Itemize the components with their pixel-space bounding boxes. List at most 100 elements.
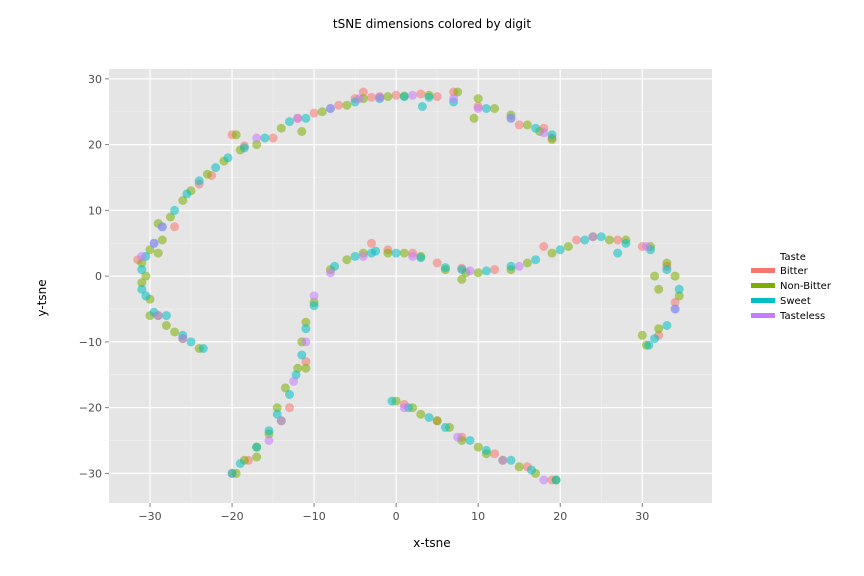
x-tick-label: 30 xyxy=(635,510,649,523)
point-non-bitter xyxy=(522,120,532,130)
point-tasteless xyxy=(264,436,274,445)
point-non-bitter xyxy=(547,248,557,258)
point-non-bitter xyxy=(252,140,262,150)
point-non-bitter xyxy=(432,416,442,426)
point-tasteless xyxy=(293,113,303,123)
point-bitter xyxy=(416,89,426,99)
point-non-bitter xyxy=(674,291,684,301)
point-tasteless xyxy=(670,304,680,314)
point-sweet xyxy=(301,113,311,123)
point-sweet xyxy=(252,442,262,452)
point-sweet xyxy=(551,475,561,485)
point-bitter xyxy=(391,90,401,100)
legend-label-sweet: Sweet xyxy=(780,296,811,307)
point-sweet xyxy=(260,133,270,143)
legend-key-bitter xyxy=(751,268,775,273)
point-non-bitter xyxy=(469,113,479,123)
y-tick-label: 10 xyxy=(88,204,102,217)
point-non-bitter xyxy=(231,130,241,140)
point-sweet xyxy=(141,291,151,301)
x-axis-ticks: −30 −20 −10 0 10 20 30 xyxy=(138,503,649,523)
point-non-bitter xyxy=(317,107,327,117)
point-bitter xyxy=(358,87,368,97)
point-sweet xyxy=(481,445,491,455)
point-tasteless xyxy=(514,261,524,271)
point-sweet xyxy=(194,176,204,186)
point-sweet xyxy=(211,163,221,173)
point-sweet xyxy=(161,311,171,321)
point-non-bitter xyxy=(383,248,393,258)
point-sweet xyxy=(416,253,426,263)
point-non-bitter xyxy=(145,245,155,255)
y-tick-label: 30 xyxy=(88,73,102,86)
point-sweet xyxy=(457,265,467,275)
point-sweet xyxy=(424,92,434,102)
point-bitter xyxy=(539,242,549,251)
point-non-bitter xyxy=(383,92,393,102)
point-sweet xyxy=(531,255,541,265)
point-non-bitter xyxy=(473,268,483,278)
point-sweet xyxy=(297,350,307,360)
point-non-bitter xyxy=(202,169,212,179)
point-bitter xyxy=(334,100,344,110)
point-bitter xyxy=(432,92,442,102)
y-axis-ticks: −30 −20 −10 0 10 20 30 xyxy=(79,73,109,480)
y-tick-label: −30 xyxy=(79,467,102,480)
point-sweet xyxy=(527,465,536,475)
point-sweet xyxy=(547,130,557,140)
point-sweet xyxy=(531,123,541,133)
point-tasteless xyxy=(276,416,286,426)
point-tasteless xyxy=(641,242,651,251)
point-sweet xyxy=(330,261,340,271)
point-sweet xyxy=(440,263,450,273)
point-sweet xyxy=(440,422,450,432)
point-tasteless xyxy=(157,222,167,232)
point-non-bitter xyxy=(272,403,282,413)
point-sweet xyxy=(235,459,245,468)
legend-key-tasteless xyxy=(751,313,775,318)
point-non-bitter xyxy=(522,258,532,268)
point-non-bitter xyxy=(514,462,524,472)
point-bitter xyxy=(613,235,623,245)
point-tasteless xyxy=(137,251,147,261)
point-sweet xyxy=(621,238,631,248)
point-sweet xyxy=(481,104,491,113)
point-bitter xyxy=(432,258,442,268)
point-non-bitter xyxy=(473,442,483,452)
legend-title: Taste xyxy=(779,252,806,263)
point-tasteless xyxy=(408,251,418,261)
point-non-bitter xyxy=(563,242,573,251)
point-non-bitter xyxy=(453,87,463,97)
point-sweet xyxy=(182,189,192,199)
point-bitter xyxy=(170,222,180,232)
point-sweet xyxy=(580,235,590,245)
x-tick-label: −10 xyxy=(302,510,325,523)
point-sweet xyxy=(239,143,249,153)
point-sweet xyxy=(613,248,623,258)
point-non-bitter xyxy=(301,317,311,327)
point-non-bitter xyxy=(157,235,167,245)
point-tasteless xyxy=(354,94,364,104)
point-non-bitter xyxy=(280,383,290,393)
point-sweet xyxy=(674,284,684,294)
point-sweet xyxy=(506,455,516,465)
point-non-bitter xyxy=(178,196,188,205)
point-non-bitter xyxy=(153,248,163,258)
point-sweet xyxy=(198,344,208,353)
point-non-bitter xyxy=(654,284,664,294)
point-tasteless xyxy=(326,104,335,113)
point-sweet xyxy=(186,337,196,347)
point-sweet xyxy=(285,390,294,399)
point-sweet xyxy=(391,248,401,258)
point-non-bitter xyxy=(297,127,307,136)
point-bitter xyxy=(301,357,311,367)
point-tasteless xyxy=(301,337,311,347)
point-non-bitter xyxy=(161,321,171,330)
point-bitter xyxy=(572,235,582,245)
point-sweet xyxy=(367,248,376,258)
point-bitter xyxy=(490,449,500,459)
point-sweet xyxy=(662,265,672,275)
point-sweet xyxy=(387,396,397,406)
point-sweet xyxy=(555,245,565,255)
point-sweet xyxy=(350,251,360,261)
